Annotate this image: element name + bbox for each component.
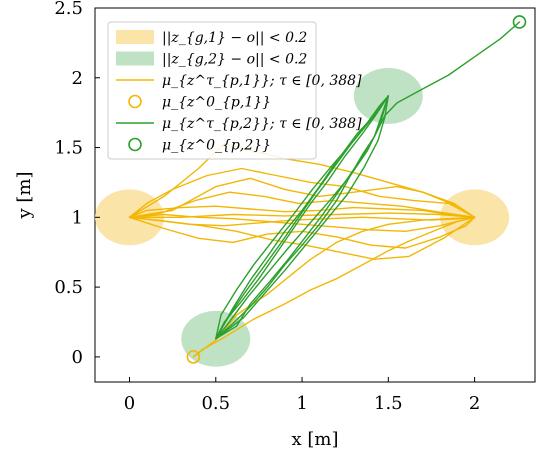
series-1-path-11 — [128, 212, 476, 219]
y-tick-label: 2.5 — [54, 0, 83, 19]
trajectories — [128, 21, 521, 358]
series-1-path-12 — [192, 216, 476, 358]
x-tick-label: 0.5 — [201, 393, 230, 414]
legend-swatch-1 — [116, 30, 154, 44]
start-marker-1 — [186, 350, 201, 364]
y-tick-label: 1.5 — [54, 138, 83, 159]
legend-label-6: μ_{z^0_{p,2}} — [162, 138, 271, 154]
legend: ||z_{g,1} − o|| < 0.2 ||z_{g,2} − o|| < 0… — [107, 21, 362, 160]
legend-label-5: μ_{z^τ_{p,2}}; τ ∈ [0, 388] — [162, 116, 362, 132]
y-axis-label: y [m] — [14, 171, 35, 219]
series-1-path-9 — [128, 177, 476, 219]
x-axis-label: x [m] — [292, 429, 339, 450]
legend-label-1: ||z_{g,1} − o|| < 0.2 — [162, 30, 307, 46]
x-tick-label: 1.5 — [374, 393, 403, 414]
legend-marker-6 — [128, 137, 142, 152]
legend-label-2: ||z_{g,2} − o|| < 0.2 — [162, 52, 307, 68]
legend-swatch-2 — [116, 51, 154, 66]
series-2-path-4 — [215, 95, 389, 340]
series-2-path-8 — [215, 95, 389, 340]
series-2-path-6 — [215, 95, 389, 340]
series-2-path-7 — [215, 95, 389, 340]
x-tick-label: 2 — [469, 393, 480, 414]
y-tick-label: 2 — [72, 68, 83, 89]
legend-marker-4 — [128, 94, 142, 109]
series-1-path-4 — [128, 167, 476, 219]
x-tick-label: 1 — [296, 393, 307, 414]
legend-box — [107, 21, 317, 160]
legend-label-3: μ_{z^τ_{p,1}}; τ ∈ [0, 388] — [162, 73, 362, 89]
start-marker-2 — [512, 15, 527, 29]
start-markers — [186, 15, 527, 364]
x-tick-label: 0 — [124, 393, 135, 414]
series-2-path-3 — [215, 95, 389, 340]
series-2-path-5 — [215, 95, 389, 340]
series-1-path-5 — [128, 216, 476, 249]
y-tick-label: 0.5 — [54, 277, 83, 298]
y-tick-label: 1 — [72, 207, 83, 228]
series-1-path-1 — [192, 216, 476, 358]
axis-ticks: 0 0.5 1 1.5 2 0 0.5 1 1.5 2 2.5 — [54, 0, 480, 414]
legend-label-4: μ_{z^0_{p,1}} — [162, 95, 271, 111]
y-tick-label: 0 — [72, 347, 83, 368]
